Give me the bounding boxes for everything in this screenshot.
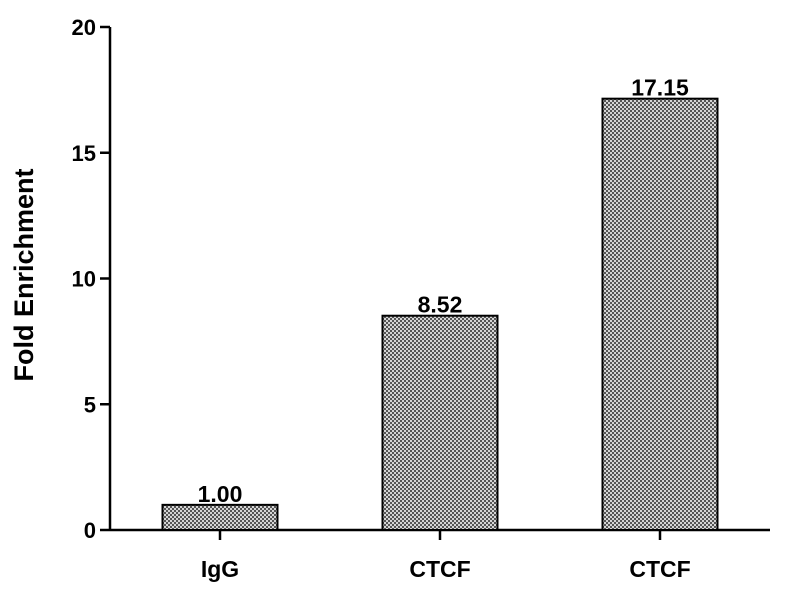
x-tick-label: IgG [201, 556, 239, 582]
bar [601, 97, 719, 532]
data-label: 17.15 [631, 75, 689, 101]
x-tick-label: CTCF [409, 556, 470, 582]
y-tick-label: 15 [72, 141, 96, 166]
y-axis: 0 5 10 15 20 [72, 15, 112, 543]
data-labels: 1.00 8.52 17.15 [198, 75, 689, 507]
data-label: 8.52 [418, 292, 463, 318]
y-tick-label: 20 [72, 15, 96, 40]
y-axis-title: Fold Enrichment [9, 168, 39, 381]
x-axis: IgG CTCF CTCF [110, 528, 770, 582]
bars [161, 97, 719, 532]
y-tick-label: 10 [72, 267, 96, 292]
y-tick-label: 0 [84, 518, 96, 543]
y-tick-label: 5 [84, 392, 96, 417]
bar [381, 314, 499, 531]
bar [161, 503, 279, 532]
data-label: 1.00 [198, 481, 243, 507]
x-tick-label: CTCF [629, 556, 690, 582]
